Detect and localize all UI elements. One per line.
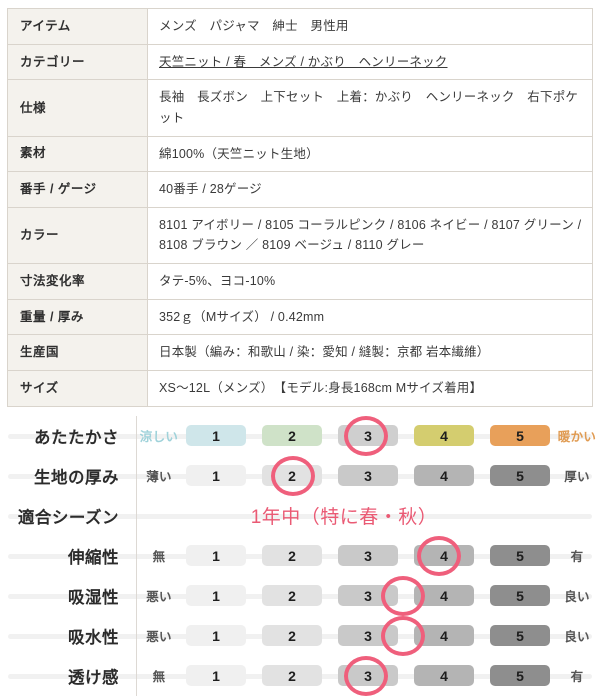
spec-row: 生産国 日本製（編み：和歌山 / 染：愛知 / 縫製：京都 岩本繊維） bbox=[7, 334, 593, 371]
rating-row: あたたかさ 涼しい 1 2 3 4 5 暖かい bbox=[0, 415, 600, 456]
spec-row: 寸法変化率 タテ-5%、ヨコ-10% bbox=[7, 263, 593, 300]
rating-row: 生地の厚み 薄い 1 2 3 4 5 厚い bbox=[0, 455, 600, 496]
rating-divider bbox=[136, 415, 137, 456]
rating-pill: 3 bbox=[338, 665, 398, 686]
rating-pill: 2 bbox=[262, 665, 322, 686]
rating-left-label: 悪い bbox=[146, 590, 172, 604]
category-link[interactable]: 天竺ニット / 春 メンズ / かぶり ヘンリーネック bbox=[159, 54, 448, 69]
spec-row-label: 生産国 bbox=[7, 334, 148, 371]
spec-row-value: 352ｇ（Mサイズ） / 0.42mm bbox=[147, 299, 593, 335]
spec-row-value: メンズ パジャマ 紳士 男性用 bbox=[147, 8, 593, 45]
rating-row: 適合シーズン 1年中（特に春・秋） bbox=[0, 495, 600, 536]
rating-chart: あたたかさ 涼しい 1 2 3 4 5 暖かい 生地の厚み 薄い 1 2 3 4 5 厚い 適合シーズン 1年中（… bbox=[0, 415, 600, 696]
spec-row: 仕様 長袖 長ズボン 上下セット 上着：かぶり ヘンリーネック 右下ポケット bbox=[7, 79, 593, 136]
spec-row-label: アイテム bbox=[7, 8, 148, 45]
spec-row-value: XS〜12L（メンズ） 【モデル:身長168cm Mサイズ着用】 bbox=[147, 370, 593, 406]
rating-pill: 3 bbox=[338, 465, 398, 486]
rating-row-label: 生地の厚み bbox=[34, 468, 119, 487]
product-spec-page: アイテム メンズ パジャマ 紳士 男性用 カテゴリー 天竺ニット / 春 メンズ / … bbox=[0, 8, 600, 696]
rating-pill: 2 bbox=[262, 465, 322, 486]
rating-pill: 4 bbox=[414, 425, 474, 446]
spec-row: 重量 / 厚み 352ｇ（Mサイズ） / 0.42mm bbox=[7, 299, 593, 335]
rating-pill: 5 bbox=[490, 425, 550, 446]
rating-row: 透け感 無 1 2 3 4 5 有 bbox=[0, 655, 600, 696]
spec-row-label: 素材 bbox=[7, 136, 148, 172]
rating-right-label: 良い bbox=[564, 590, 590, 604]
spec-row-label: カテゴリー bbox=[7, 44, 148, 80]
spec-row: 番手 / ゲージ 40番手 / 28ゲージ bbox=[7, 171, 593, 208]
rating-row-label: 伸縮性 bbox=[68, 548, 119, 567]
rating-pill: 1 bbox=[186, 545, 246, 566]
spec-row-value[interactable]: 天竺ニット / 春 メンズ / かぶり ヘンリーネック bbox=[147, 44, 593, 80]
spec-row-label: カラー bbox=[7, 207, 148, 264]
spec-row-label: 寸法変化率 bbox=[7, 263, 148, 300]
spec-row-label: 番手 / ゲージ bbox=[7, 171, 148, 208]
rating-divider bbox=[136, 455, 137, 496]
spec-row-value: 綿100%（天竺ニット生地） bbox=[147, 136, 593, 172]
spec-row: サイズ XS〜12L（メンズ） 【モデル:身長168cm Mサイズ着用】 bbox=[7, 370, 593, 406]
rating-pill: 4 bbox=[414, 665, 474, 686]
spec-row-label: 重量 / 厚み bbox=[7, 299, 148, 335]
rating-pill: 5 bbox=[490, 545, 550, 566]
rating-right-label: 有 bbox=[570, 670, 584, 684]
rating-left-label: 涼しい bbox=[139, 430, 179, 444]
rating-divider bbox=[136, 575, 137, 616]
spec-row-label: 仕様 bbox=[7, 79, 148, 136]
rating-right-label: 暖かい bbox=[557, 430, 597, 444]
rating-row-label: あたたかさ bbox=[34, 428, 119, 447]
spec-row: 素材 綿100%（天竺ニット生地） bbox=[7, 136, 593, 172]
specification-table: アイテム メンズ パジャマ 紳士 男性用 カテゴリー 天竺ニット / 春 メンズ / … bbox=[7, 8, 593, 407]
rating-pill: 1 bbox=[186, 425, 246, 446]
rating-right-label: 厚い bbox=[564, 470, 590, 484]
rating-pill: 3 bbox=[338, 545, 398, 566]
rating-left-label: 無 bbox=[152, 550, 166, 564]
rating-pill: 4 bbox=[414, 585, 474, 606]
rating-row-label: 適合シーズン bbox=[17, 508, 119, 527]
rating-row-label: 吸湿性 bbox=[68, 588, 119, 607]
spec-row: カテゴリー 天竺ニット / 春 メンズ / かぶり ヘンリーネック bbox=[7, 44, 593, 80]
rating-row: 伸縮性 無 1 2 3 4 5 有 bbox=[0, 535, 600, 576]
rating-divider bbox=[136, 495, 137, 536]
rating-pill: 2 bbox=[262, 545, 322, 566]
rating-pill: 5 bbox=[490, 585, 550, 606]
rating-right-label: 有 bbox=[570, 550, 584, 564]
rating-pill: 4 bbox=[414, 545, 474, 566]
spec-row-value: 8101 アイボリー / 8105 コーラルピンク / 8106 ネイビー / … bbox=[147, 207, 593, 264]
rating-pill: 1 bbox=[186, 665, 246, 686]
spec-row-value: 40番手 / 28ゲージ bbox=[147, 171, 593, 208]
rating-left-label: 薄い bbox=[146, 470, 172, 484]
spec-row-label: サイズ bbox=[7, 370, 148, 406]
rating-row-label: 透け感 bbox=[68, 668, 119, 687]
spec-row-value: タテ-5%、ヨコ-10% bbox=[147, 263, 593, 300]
spec-row: アイテム メンズ パジャマ 紳士 男性用 bbox=[7, 8, 593, 45]
rating-pill: 5 bbox=[490, 665, 550, 686]
rating-divider bbox=[136, 535, 137, 576]
rating-pill: 3 bbox=[338, 585, 398, 606]
rating-pill: 3 bbox=[338, 425, 398, 446]
rating-pill: 2 bbox=[262, 425, 322, 446]
spec-row: カラー 8101 アイボリー / 8105 コーラルピンク / 8106 ネイビー… bbox=[7, 207, 593, 264]
rating-left-label: 無 bbox=[152, 670, 166, 684]
rating-row: 吸湿性 悪い 1 2 3 4 5 良い bbox=[0, 575, 600, 616]
rating-pill: 1 bbox=[186, 585, 246, 606]
rating-pill: 5 bbox=[490, 465, 550, 486]
rating-pill: 4 bbox=[414, 465, 474, 486]
spec-row-value: 長袖 長ズボン 上下セット 上着：かぶり ヘンリーネック 右下ポケット bbox=[147, 79, 593, 136]
season-value: 1年中（特に春・秋） bbox=[250, 507, 438, 528]
rating-pill: 1 bbox=[186, 465, 246, 486]
rating-pill: 2 bbox=[262, 585, 322, 606]
spec-row-value: 日本製（編み：和歌山 / 染：愛知 / 縫製：京都 岩本繊維） bbox=[147, 334, 593, 371]
